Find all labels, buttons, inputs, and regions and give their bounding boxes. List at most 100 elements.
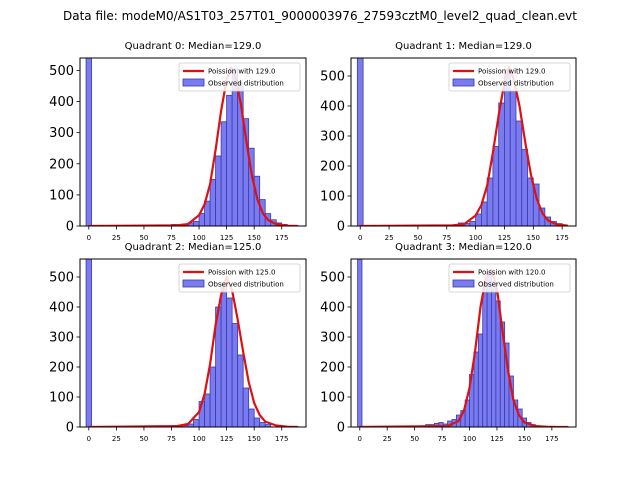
- legend-box: [178, 62, 301, 92]
- poisson-curve: [88, 275, 299, 427]
- x-tick-label: 175: [545, 435, 558, 443]
- y-tick-label: 400: [49, 301, 74, 316]
- x-tick-label: 125: [220, 234, 233, 242]
- legend: Poission with 125.0 Observed distribution: [178, 263, 301, 293]
- x-tick-label: 0: [87, 234, 91, 242]
- y-tick-label: 100: [320, 190, 345, 205]
- y-tick-label: 100: [49, 188, 74, 203]
- poisson-curve: [359, 268, 569, 427]
- x-tick-label: 150: [247, 234, 260, 242]
- y-tick-label: 300: [49, 126, 74, 141]
- x-tick-label: 125: [498, 234, 511, 242]
- legend-observed-label: Observed distribution: [208, 281, 284, 289]
- quadrant-2-panel: 0 25 50 75 100 125 150 175 0 100 200 300 400 500 Quadr…: [49, 242, 307, 443]
- y-tick-label: 300: [49, 331, 74, 346]
- histogram-bar: [226, 297, 233, 427]
- chart-title: Quadrant 2: Median=125.0: [125, 242, 262, 253]
- histogram-bar: [473, 351, 479, 427]
- legend: Poission with 129.0 Observed distribution: [448, 62, 571, 92]
- x-tick-label: 175: [275, 435, 288, 443]
- x-tick-label: 0: [358, 234, 362, 242]
- histogram-bar: [215, 155, 222, 226]
- y-tick-label: 200: [49, 361, 74, 376]
- legend-observed-swatch: [452, 279, 475, 288]
- y-tick-label: 0: [337, 220, 345, 235]
- y-tick-label: 0: [66, 220, 74, 235]
- x-tick-label: 25: [112, 234, 121, 242]
- chart-title: Quadrant 0: Median=129.0: [125, 41, 262, 52]
- legend-observed-label: Observed distribution: [478, 80, 554, 88]
- legend-poisson-label: Poission with 129.0: [208, 68, 276, 76]
- chart-title: Quadrant 3: Median=120.0: [395, 242, 532, 253]
- quadrant-0-panel: 0 25 50 75 100 125 150 175 0 100 200 300 400 500 Quadr…: [49, 41, 307, 242]
- x-tick-label: 75: [167, 435, 176, 443]
- histogram-bar-zero: [85, 259, 92, 427]
- histogram-bar: [504, 69, 511, 226]
- x-tick-label: 100: [469, 234, 482, 242]
- legend-poisson-label: Poission with 120.0: [478, 269, 546, 277]
- x-tick-label: 25: [112, 435, 121, 443]
- axes-frame: [350, 57, 577, 227]
- quadrant-3-panel: 0 25 50 75 100 125 150 175 0 100 200 300 400 500 Quadr…: [320, 242, 577, 443]
- histogram-bar-zero: [85, 58, 92, 226]
- legend-observed-swatch: [182, 279, 205, 288]
- legend-observed-label: Observed distribution: [208, 80, 284, 88]
- legend-box: [178, 263, 301, 293]
- plot-area: [357, 259, 569, 427]
- histogram-bar-zero: [357, 259, 363, 427]
- axes-frame: [350, 258, 577, 428]
- histogram-bar: [253, 417, 261, 427]
- legend: Poission with 120.0 Observed distribution: [448, 263, 571, 293]
- histogram-bar: [495, 300, 501, 427]
- x-tick-label: 150: [247, 435, 260, 443]
- y-tick-label: 100: [49, 391, 74, 406]
- x-tick-label: 75: [438, 435, 447, 443]
- histogram-bar: [242, 387, 250, 427]
- histogram-bar: [209, 178, 216, 226]
- x-tick-label: 50: [139, 234, 148, 242]
- histogram-bar: [482, 282, 488, 427]
- y-tick-label: 400: [320, 100, 345, 115]
- quadrant-1-panel: 0 25 50 75 100 125 150 175 0 100 200 300 400 500 Quadr…: [320, 41, 577, 242]
- legend-box: [448, 263, 571, 293]
- histogram-bar: [498, 102, 505, 226]
- legend: Poission with 129.0 Observed distribution: [178, 62, 301, 92]
- histogram-bar: [220, 121, 228, 226]
- x-tick-label: 25: [383, 435, 392, 443]
- legend-observed-label: Observed distribution: [478, 281, 554, 289]
- y-tick-label: 500: [320, 271, 345, 286]
- histogram-bar: [248, 408, 255, 427]
- histogram-bar: [204, 393, 211, 427]
- histogram-bar: [237, 354, 244, 427]
- histogram-bar: [259, 422, 266, 427]
- histogram-bar: [509, 90, 517, 226]
- histogram-bar-zero: [356, 58, 364, 226]
- y-tick-label: 400: [320, 301, 345, 316]
- y-tick-label: 500: [49, 64, 74, 79]
- legend-box: [448, 62, 571, 92]
- x-tick-label: 75: [442, 234, 451, 242]
- y-tick-label: 0: [337, 421, 345, 436]
- histogram-bar: [226, 94, 233, 226]
- x-tick-label: 25: [385, 234, 394, 242]
- histogram-bar: [492, 146, 500, 226]
- y-tick-label: 500: [49, 271, 74, 286]
- histogram-bar: [486, 272, 492, 427]
- y-tick-label: 400: [49, 95, 74, 110]
- x-tick-label: 150: [518, 435, 531, 443]
- histogram-bar: [469, 221, 477, 226]
- legend-poisson-label: Poission with 125.0: [208, 269, 276, 277]
- x-tick-label: 50: [139, 435, 148, 443]
- x-tick-label: 125: [220, 435, 233, 443]
- x-tick-label: 50: [410, 435, 419, 443]
- legend-poisson-label: Poission with 129.0: [478, 68, 546, 76]
- y-tick-label: 200: [320, 361, 345, 376]
- y-tick-label: 300: [320, 130, 345, 145]
- histogram-bar: [477, 333, 484, 427]
- histogram-bar: [521, 149, 528, 226]
- legend-observed-swatch: [182, 78, 205, 87]
- x-tick-label: 175: [555, 234, 568, 242]
- y-tick-label: 200: [49, 157, 74, 172]
- histogram-bar: [193, 419, 200, 427]
